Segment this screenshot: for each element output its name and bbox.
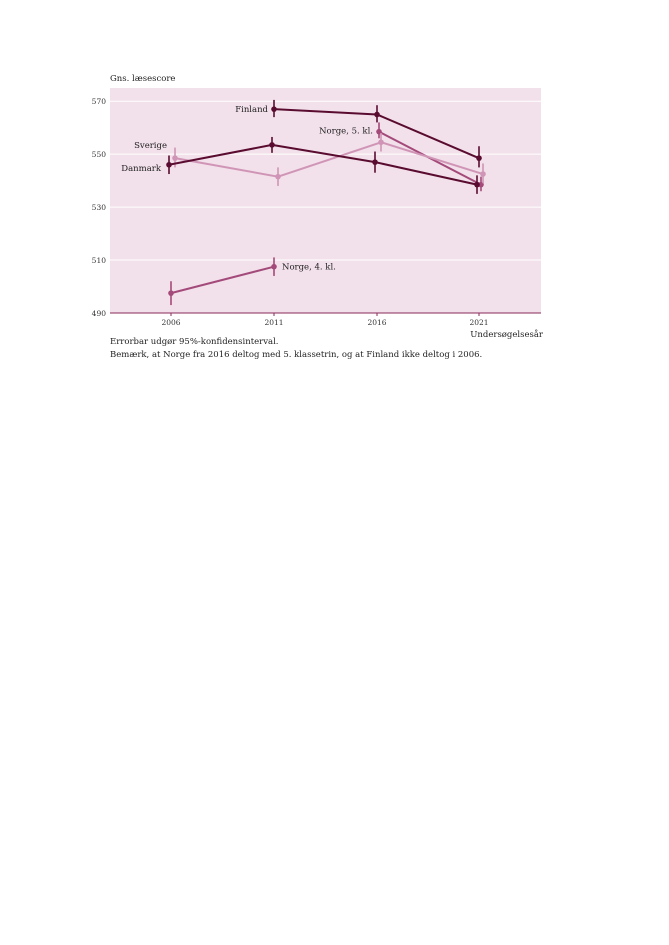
y-tick-label: 530 <box>92 203 107 212</box>
data-point <box>271 106 277 112</box>
line-chart: 490 510 530 550 570 2006 2011 2016 2021 Gns. læ… <box>92 74 544 340</box>
footnote-errorbar: Errorbar udgør 95%-konfidensinterval. <box>110 337 279 347</box>
y-tick-labels: 490 510 530 550 570 <box>92 97 107 318</box>
series-labels: Finland Norge, 5. kl. Sverige Danmark Norge,… <box>121 105 373 273</box>
y-tick-label: 570 <box>92 97 107 106</box>
data-point <box>372 159 378 165</box>
data-point <box>474 181 480 188</box>
footnote-norway-finland: Bemærk, at Norge fra 2016 deltog med 5. … <box>110 350 483 360</box>
x-axis-label: Undersøgelsesår <box>470 328 544 340</box>
series-norge-4-kl <box>168 257 277 306</box>
data-point <box>172 155 178 161</box>
series-danmark <box>166 136 480 194</box>
data-point <box>378 139 384 146</box>
x-tick-labels: 2006 2011 2016 2021 <box>161 313 489 327</box>
series-line <box>170 265 275 295</box>
series-label: Norge, 4. kl. <box>282 263 336 273</box>
data-point <box>269 142 275 148</box>
data-point <box>476 155 482 161</box>
data-point <box>271 263 277 270</box>
series-label: Sverige <box>134 141 167 151</box>
plot-background <box>110 88 541 313</box>
data-point <box>480 171 486 177</box>
x-tick-label: 2006 <box>161 318 180 327</box>
series-label: Finland <box>235 105 268 115</box>
series-sverige <box>172 133 486 186</box>
x-tick-label: 2021 <box>469 318 488 327</box>
series-line <box>168 143 478 186</box>
y-tick-label: 550 <box>92 150 107 159</box>
y-tick-label: 510 <box>92 256 107 265</box>
data-point <box>374 111 380 118</box>
data-point <box>275 173 281 180</box>
series-finland <box>271 99 482 168</box>
y-tick-label: 490 <box>92 309 107 318</box>
y-axis-label: Gns. læsescore <box>110 74 175 84</box>
series-group <box>166 99 486 306</box>
series-line <box>174 141 484 178</box>
series-label: Danmark <box>121 164 162 174</box>
x-tick-label: 2011 <box>264 318 283 327</box>
series-label: Norge, 5. kl. <box>319 127 373 137</box>
x-tick-label: 2016 <box>367 318 386 327</box>
data-point <box>166 161 172 168</box>
data-point <box>168 290 174 296</box>
